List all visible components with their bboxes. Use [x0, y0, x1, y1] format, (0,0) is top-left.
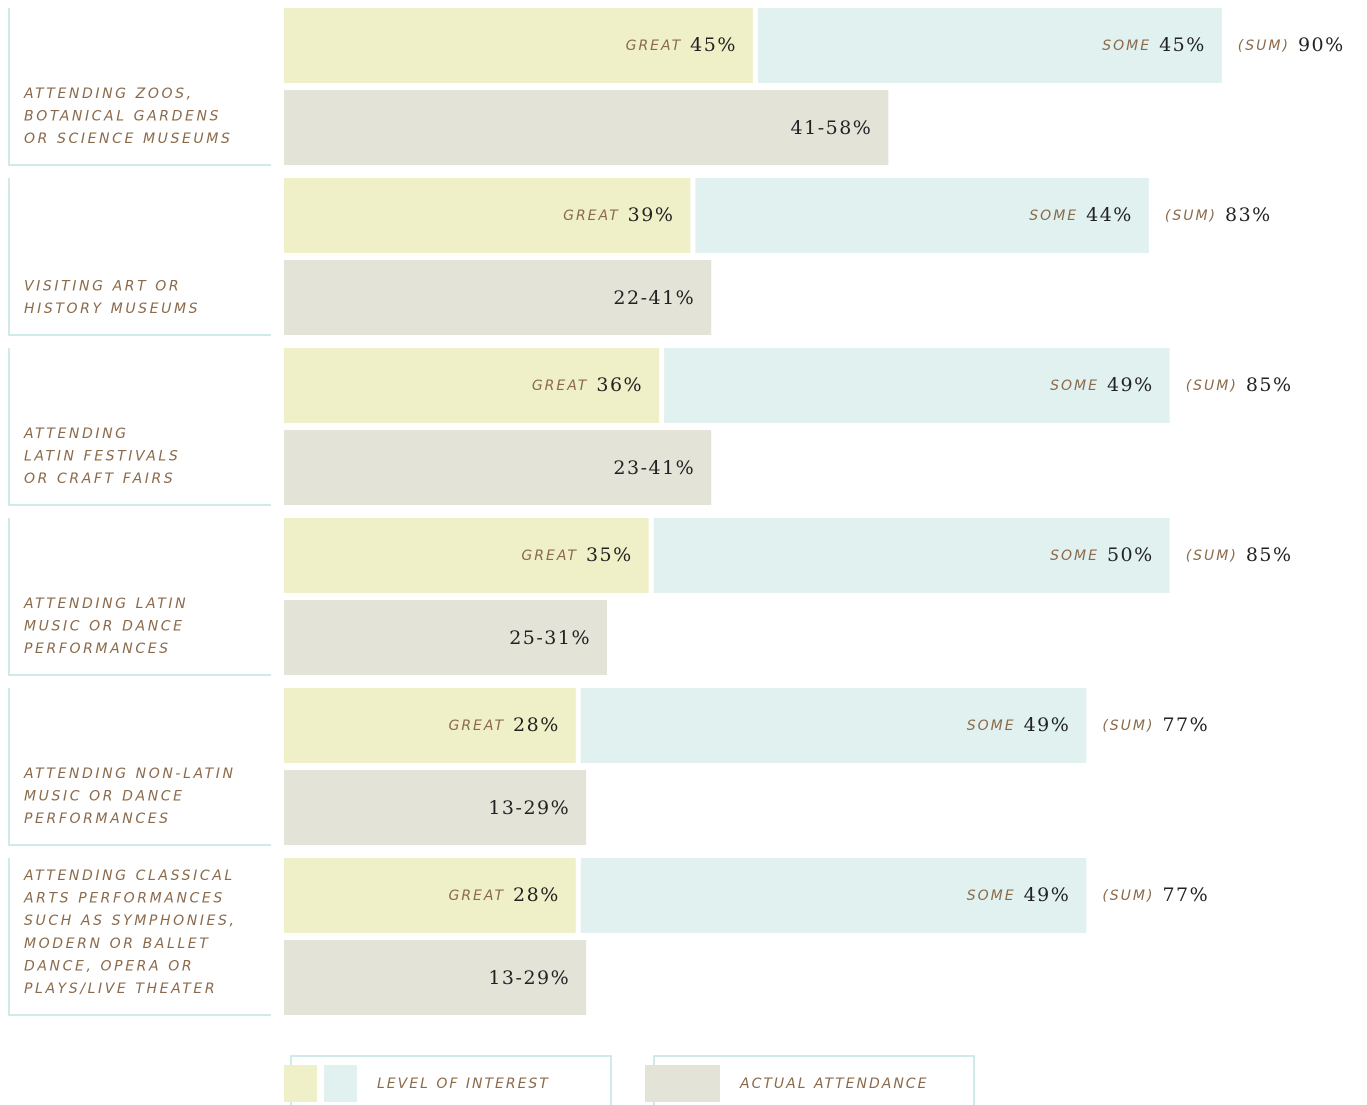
- sum-value: 77%: [1162, 714, 1209, 736]
- category-frame: [8, 858, 271, 1016]
- bar: [580, 858, 1087, 933]
- legend-swatch: [324, 1065, 357, 1102]
- value-label: 28%: [513, 714, 560, 736]
- sum-label: (SUM) 85%: [1186, 374, 1293, 396]
- attendance-label: 23-41%: [613, 457, 695, 479]
- category-label: ATTENDING ZOOS, BOTANICAL GARDENS OR SCIEN…: [23, 86, 232, 147]
- series-name: GREAT: [626, 38, 683, 54]
- sum-value: 85%: [1246, 544, 1293, 566]
- bar-label: GREAT 36%: [532, 374, 643, 396]
- value-label: 45%: [1159, 34, 1206, 56]
- bar: [284, 518, 649, 593]
- value-label: 49%: [1024, 884, 1071, 906]
- sum-value: 85%: [1246, 374, 1293, 396]
- attendance-bar: [284, 260, 712, 335]
- category-label: ATTENDING NON-LATIN MUSIC OR DANCE PERFORM…: [23, 766, 236, 827]
- category-frame: [8, 518, 271, 676]
- attendance-bar: [284, 770, 587, 845]
- bar-label: SOME 49%: [1050, 374, 1154, 396]
- bar-label: GREAT 28%: [448, 714, 559, 736]
- bar-label: SOME 45%: [1102, 34, 1206, 56]
- value-label: 45%: [690, 34, 737, 56]
- attendance-label: 13-29%: [488, 967, 570, 989]
- bar: [664, 348, 1170, 423]
- bar: [757, 8, 1222, 83]
- value-label: 28%: [513, 884, 560, 906]
- bar-label: GREAT 39%: [563, 204, 674, 226]
- bar-label: GREAT 45%: [626, 34, 737, 56]
- bar-label: SOME 50%: [1050, 544, 1154, 566]
- sum-name: (SUM): [1102, 888, 1154, 904]
- bar: [284, 688, 576, 763]
- bar-label: GREAT 35%: [521, 544, 632, 566]
- sum-label: (SUM) 90%: [1238, 34, 1345, 56]
- series-name: SOME: [1029, 208, 1078, 224]
- attendance-bar: [284, 90, 889, 165]
- value-label: 35%: [586, 544, 633, 566]
- value-label: 50%: [1107, 544, 1154, 566]
- attendance-label: 41-58%: [791, 117, 873, 139]
- value-label: 44%: [1086, 204, 1133, 226]
- bar: [653, 518, 1170, 593]
- sum-label: (SUM) 85%: [1186, 544, 1293, 566]
- bar: [695, 178, 1149, 253]
- sum-value: 90%: [1298, 34, 1345, 56]
- sum-name: (SUM): [1186, 548, 1238, 564]
- category-frame: [8, 688, 271, 846]
- sum-name: (SUM): [1186, 378, 1238, 394]
- bar: [284, 348, 660, 423]
- bar-label: SOME 44%: [1029, 204, 1133, 226]
- sum-label: (SUM) 83%: [1165, 204, 1272, 226]
- value-label: 49%: [1107, 374, 1154, 396]
- legend-label: LEVEL OF INTEREST: [377, 1076, 550, 1092]
- bar-label: GREAT 28%: [448, 884, 559, 906]
- category-frame: [8, 8, 271, 166]
- value-label: 36%: [596, 374, 643, 396]
- series-name: GREAT: [448, 888, 505, 904]
- category-label: VISITING ART OR HISTORY MUSEUMS: [24, 278, 200, 317]
- category-frame: [8, 178, 271, 336]
- series-name: GREAT: [521, 548, 578, 564]
- series-name: SOME: [1050, 548, 1099, 564]
- attendance-bar: [284, 430, 712, 505]
- category-label: ATTENDING CLASSICAL ARTS PERFORMANCES SUCH…: [23, 868, 237, 997]
- series-name: SOME: [967, 718, 1016, 734]
- legend-swatch: [645, 1065, 720, 1102]
- value-label: 39%: [628, 204, 675, 226]
- category-label: ATTENDING LATIN FESTIVALS OR CRAFT FAIRS: [23, 426, 180, 487]
- sum-name: (SUM): [1238, 38, 1290, 54]
- series-name: SOME: [967, 888, 1016, 904]
- sum-name: (SUM): [1102, 718, 1154, 734]
- attendance-label: 22-41%: [613, 287, 695, 309]
- sum-label: (SUM) 77%: [1102, 884, 1209, 906]
- attendance-label: 13-29%: [488, 797, 570, 819]
- attendance-bar: [284, 600, 608, 675]
- series-name: GREAT: [532, 378, 589, 394]
- bar-label: SOME 49%: [967, 714, 1071, 736]
- sum-name: (SUM): [1165, 208, 1217, 224]
- bar: [284, 8, 753, 83]
- category-label: ATTENDING LATIN MUSIC OR DANCE PERFORMANCE…: [23, 596, 188, 657]
- value-label: 49%: [1024, 714, 1071, 736]
- series-name: SOME: [1102, 38, 1151, 54]
- legend-label: ACTUAL ATTENDANCE: [739, 1076, 928, 1092]
- bar-label: SOME 49%: [967, 884, 1071, 906]
- series-name: SOME: [1050, 378, 1099, 394]
- sum-label: (SUM) 77%: [1102, 714, 1209, 736]
- bar: [284, 178, 691, 253]
- sum-value: 77%: [1162, 884, 1209, 906]
- series-name: GREAT: [563, 208, 620, 224]
- attendance-bar: [284, 940, 587, 1015]
- sum-value: 83%: [1225, 204, 1272, 226]
- category-frame: [8, 348, 271, 506]
- bar: [284, 858, 576, 933]
- legend-swatch: [284, 1065, 317, 1102]
- bar: [580, 688, 1087, 763]
- series-name: GREAT: [448, 718, 505, 734]
- attendance-label: 25-31%: [509, 627, 591, 649]
